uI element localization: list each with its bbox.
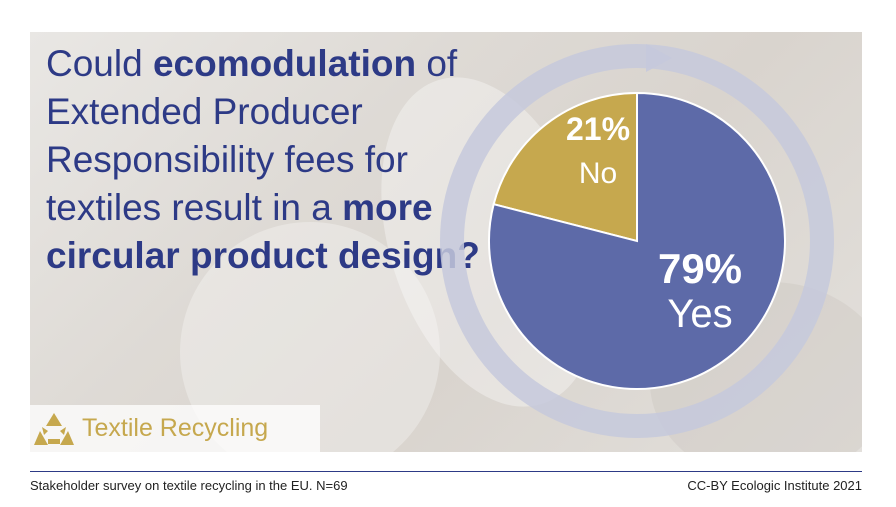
question-text: Could: [46, 43, 153, 84]
topic-label: Textile Recycling: [82, 414, 269, 442]
pie-slice-yes: [488, 91, 786, 390]
cycle-arrow-head: [646, 44, 672, 72]
question-emphasis: more circular product design?: [46, 187, 480, 276]
footer-divider: [30, 471, 862, 472]
pie-value-label: 21%: [566, 111, 630, 147]
recycle-icon: [34, 413, 74, 445]
pie-value-label: 79%: [658, 245, 742, 292]
question-emphasis: ecomodulation: [152, 43, 417, 84]
cycle-ring: [440, 44, 834, 438]
pie-category-label: No: [579, 157, 617, 190]
pie-slice-no: [492, 91, 638, 243]
copyright-note: CC-BY Ecologic Institute 2021: [687, 478, 862, 493]
topic-badge: Textile Recycling: [30, 405, 320, 452]
pie-category-label: Yes: [667, 292, 732, 336]
question-text: of Extended Producer Responsibility fees…: [46, 43, 458, 228]
survey-question: Could ecomodulation of Extended Producer…: [46, 40, 506, 280]
survey-note: Stakeholder survey on textile recycling …: [30, 478, 348, 493]
